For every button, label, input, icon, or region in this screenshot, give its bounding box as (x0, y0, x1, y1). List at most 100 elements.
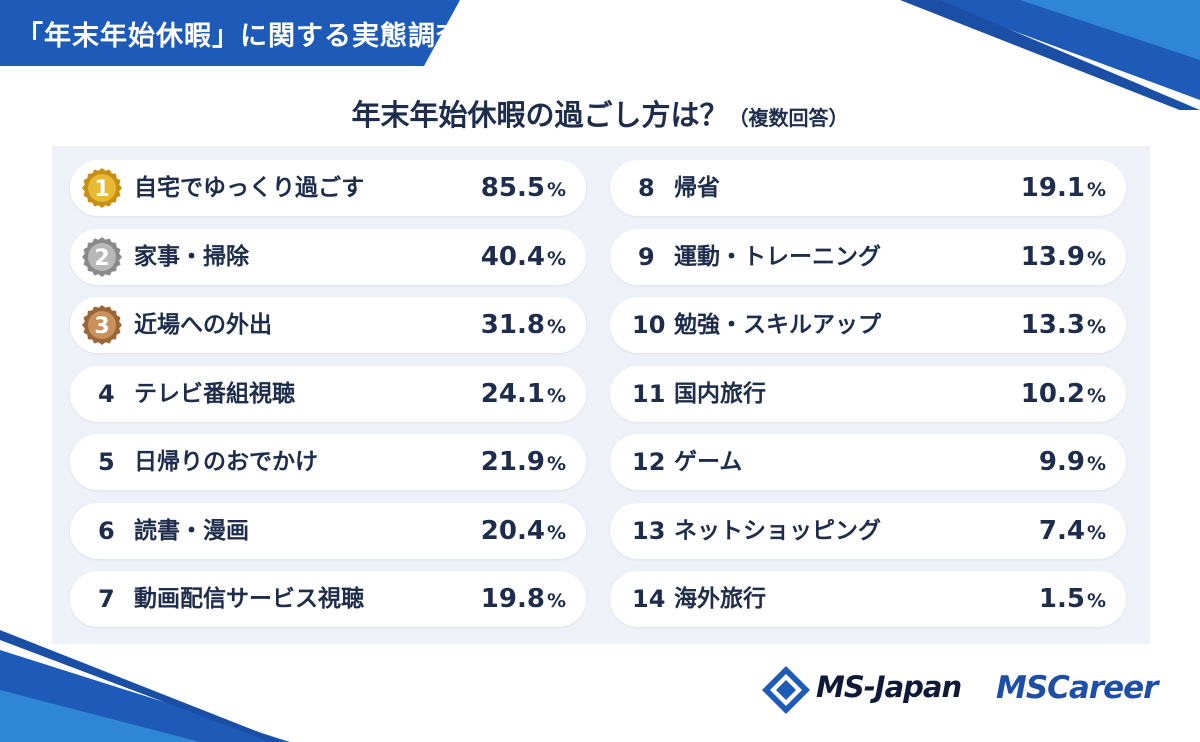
row-label: 家事・掃除 (134, 243, 249, 270)
row-value: 20.4% (481, 503, 566, 559)
value-unit: % (546, 384, 566, 407)
ranking-row: 13 ネットショッピング 7.4% (610, 502, 1126, 559)
value-number: 40.4 (480, 241, 545, 272)
rank-number: 4 (98, 379, 115, 408)
value-unit: % (1086, 247, 1106, 270)
row-label: 帰省 (674, 175, 720, 201)
ranking-row: 9 運動・トレーニング 13.9% (610, 228, 1126, 285)
chart-title-main: 年末年始休暇の過ごし方は？ (351, 98, 729, 132)
value-unit: % (546, 247, 566, 270)
ranking-row: 12 ゲーム 9.9% (610, 434, 1126, 490)
bronze-medal-icon: 3 (82, 305, 122, 345)
value-unit: % (1086, 316, 1106, 338)
value-number: 10.2 (1020, 378, 1085, 409)
ranking-row: 7 動画配信サービス視聴 19.8% (70, 571, 586, 627)
value-number: 13.3 (1020, 310, 1085, 340)
value-unit: % (546, 179, 566, 201)
row-value: 31.8% (481, 297, 566, 353)
rank-number: 5 (98, 448, 115, 476)
row-value: 7.4% (1039, 503, 1106, 559)
rank-number: 14 (632, 585, 666, 613)
row-value: 9.9% (1039, 434, 1106, 490)
row-label: 国内旅行 (674, 380, 766, 407)
row-value: 13.3% (1021, 297, 1106, 353)
chart-title-sub: （複数回答） (728, 106, 849, 130)
row-label: 海外旅行 (674, 586, 766, 612)
value-unit: % (1086, 179, 1106, 201)
row-value: 1.5% (1039, 571, 1106, 627)
value-unit: % (546, 590, 566, 612)
value-number: 1.5 (1038, 584, 1085, 614)
value-number: 21.9 (480, 447, 545, 477)
value-unit: % (1086, 521, 1106, 544)
ranking-panel: 1 自宅でゆっくり過ごす 85.5% 2 家事・掃除 40.4% 3 近場への外出 31.8% 4… (52, 146, 1150, 644)
value-number: 24.1 (480, 378, 545, 409)
ranking-row: 4 テレビ番組視聴 24.1% (70, 365, 586, 422)
value-number: 19.1 (1020, 173, 1085, 203)
medal-rank: 1 (94, 177, 109, 202)
top-right-decoration (900, 0, 1200, 110)
rank-number: 10 (632, 311, 666, 339)
row-label: 日帰りのおでかけ (134, 449, 318, 475)
row-value: 40.4% (481, 229, 566, 285)
row-value: 85.5% (481, 160, 566, 216)
header-banner-shape (0, 0, 460, 66)
value-unit: % (546, 453, 566, 475)
value-unit: % (546, 316, 566, 338)
row-value: 19.1% (1021, 160, 1106, 216)
rank-number: 8 (638, 174, 655, 202)
row-value: 21.9% (481, 434, 566, 490)
ranking-row: 14 海外旅行 1.5% (610, 571, 1126, 627)
medal-rank: 3 (94, 314, 109, 339)
ms-japan-logo: MS-Japan (760, 664, 990, 716)
value-number: 85.5 (480, 173, 545, 203)
value-number: 7.4 (1038, 515, 1085, 546)
value-number: 19.8 (480, 584, 545, 614)
gold-medal-icon: 1 (82, 168, 122, 208)
value-unit: % (1086, 453, 1106, 475)
row-label: 運動・トレーニング (674, 243, 881, 270)
rank-number: 11 (632, 379, 666, 408)
bottom-left-decoration (0, 630, 290, 742)
row-label: ネットショッピング (674, 517, 881, 544)
ms-career-logo: MSCareer (996, 670, 1158, 706)
value-number: 31.8 (480, 310, 545, 340)
row-label: 近場への外出 (134, 312, 272, 338)
ranking-row: 1 自宅でゆっくり過ごす 85.5% (70, 160, 586, 216)
value-number: 13.9 (1020, 241, 1085, 272)
ranking-row: 5 日帰りのおでかけ 21.9% (70, 434, 586, 490)
row-label: テレビ番組視聴 (134, 380, 295, 407)
header-banner: 「年末年始休暇」に関する実態調査 (0, 0, 463, 66)
silver-medal-icon: 2 (82, 236, 122, 277)
chart-title: 年末年始休暇の過ごし方は？（複数回答） (0, 92, 1200, 134)
ranking-row: 3 近場への外出 31.8% (70, 297, 586, 353)
value-unit: % (1086, 590, 1106, 612)
value-unit: % (1086, 384, 1106, 407)
rank-number: 6 (98, 516, 115, 545)
ms-japan-diamond-icon (762, 666, 810, 714)
rank-number: 9 (638, 242, 655, 271)
ranking-row: 11 国内旅行 10.2% (610, 365, 1126, 422)
row-label: 動画配信サービス視聴 (134, 586, 364, 612)
value-number: 20.4 (480, 515, 545, 546)
ranking-row: 10 勉強・スキルアップ 13.3% (610, 297, 1126, 353)
ranking-row: 8 帰省 19.1% (610, 160, 1126, 216)
value-unit: % (546, 521, 566, 544)
row-label: ゲーム (674, 449, 743, 475)
header-title: 「年末年始休暇」に関する実態調査 (16, 21, 464, 52)
row-value: 13.9% (1021, 229, 1106, 285)
row-label: 勉強・スキルアップ (674, 312, 881, 338)
rank-number: 13 (632, 516, 666, 545)
rank-number: 7 (98, 585, 115, 613)
row-value: 24.1% (481, 366, 566, 422)
rank-number: 12 (632, 448, 666, 476)
row-value: 10.2% (1021, 366, 1106, 422)
ms-japan-logo-text: MS-Japan (816, 670, 962, 704)
row-value: 19.8% (481, 571, 566, 627)
ranking-row: 2 家事・掃除 40.4% (70, 228, 586, 285)
row-label: 読書・漫画 (134, 517, 249, 544)
ranking-row: 6 読書・漫画 20.4% (70, 502, 586, 559)
row-label: 自宅でゆっくり過ごす (134, 175, 365, 201)
medal-rank: 2 (94, 246, 109, 271)
value-number: 9.9 (1038, 447, 1085, 477)
